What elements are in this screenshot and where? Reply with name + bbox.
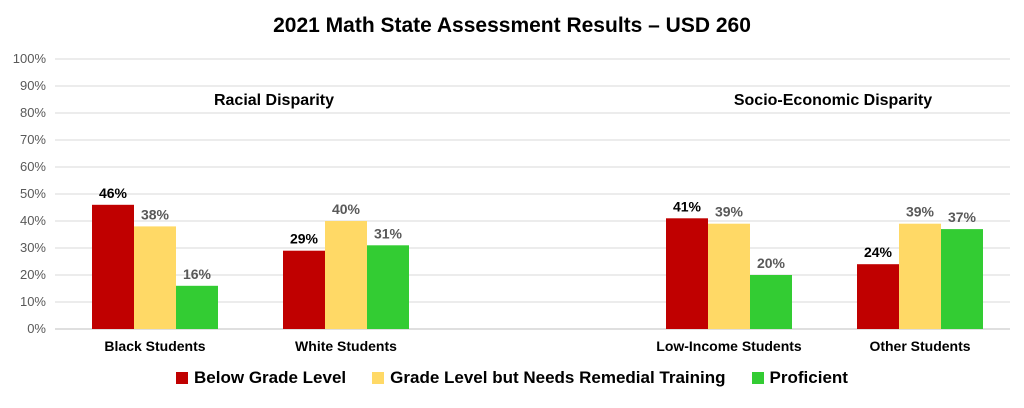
bar bbox=[899, 223, 941, 329]
y-tick-label: 50% bbox=[20, 186, 46, 201]
y-tick-label: 60% bbox=[20, 159, 46, 174]
bar bbox=[283, 250, 325, 329]
y-tick-label: 40% bbox=[20, 213, 46, 228]
legend-label-remedial: Grade Level but Needs Remedial Training bbox=[390, 368, 726, 387]
group-title: Socio-Economic Disparity bbox=[734, 92, 932, 109]
bar bbox=[857, 264, 899, 329]
x-category-label: White Students bbox=[295, 338, 397, 354]
data-label: 41% bbox=[673, 198, 702, 214]
legend-label-below-grade: Below Grade Level bbox=[194, 368, 347, 387]
y-tick-label: 100% bbox=[13, 51, 47, 66]
y-tick-label: 10% bbox=[20, 294, 46, 309]
data-label: 31% bbox=[374, 225, 403, 241]
data-label: 16% bbox=[183, 266, 212, 282]
data-label: 20% bbox=[757, 255, 786, 271]
y-tick-label: 0% bbox=[27, 321, 46, 336]
legend-swatch-below-grade bbox=[176, 372, 189, 384]
bar bbox=[750, 275, 792, 329]
data-label: 40% bbox=[332, 201, 361, 217]
bar bbox=[325, 221, 367, 329]
bar bbox=[134, 226, 176, 329]
legend-label-proficient: Proficient bbox=[769, 368, 848, 387]
data-label: 46% bbox=[99, 185, 128, 201]
legend-item-remedial: Grade Level but Needs Remedial Training bbox=[372, 368, 726, 388]
data-label: 37% bbox=[948, 209, 977, 225]
data-label: 24% bbox=[864, 244, 893, 260]
y-tick-label: 30% bbox=[20, 240, 46, 255]
group-title: Racial Disparity bbox=[214, 92, 334, 109]
chart-title: 2021 Math State Assessment Results – USD… bbox=[273, 14, 751, 37]
y-tick-label: 90% bbox=[20, 78, 46, 93]
bar bbox=[92, 204, 134, 329]
x-category-label: Other Students bbox=[869, 338, 970, 354]
data-label: 39% bbox=[906, 204, 935, 220]
legend: Below Grade Level Grade Level but Needs … bbox=[0, 368, 1024, 388]
x-category-label: Black Students bbox=[104, 338, 205, 354]
bar bbox=[176, 285, 218, 329]
y-tick-label: 80% bbox=[20, 105, 46, 120]
data-label: 39% bbox=[715, 204, 744, 220]
x-category-label: Low-Income Students bbox=[656, 338, 802, 354]
bar bbox=[941, 229, 983, 329]
bar bbox=[708, 223, 750, 329]
bar bbox=[666, 218, 708, 329]
bar bbox=[367, 245, 409, 329]
y-tick-label: 20% bbox=[20, 267, 46, 282]
data-label: 29% bbox=[290, 231, 319, 247]
legend-item-proficient: Proficient bbox=[751, 368, 848, 388]
legend-item-below-grade: Below Grade Level bbox=[176, 368, 346, 388]
data-label: 38% bbox=[141, 206, 170, 222]
legend-swatch-proficient bbox=[751, 372, 764, 384]
y-tick-label: 70% bbox=[20, 132, 46, 147]
legend-swatch-remedial bbox=[372, 372, 385, 384]
